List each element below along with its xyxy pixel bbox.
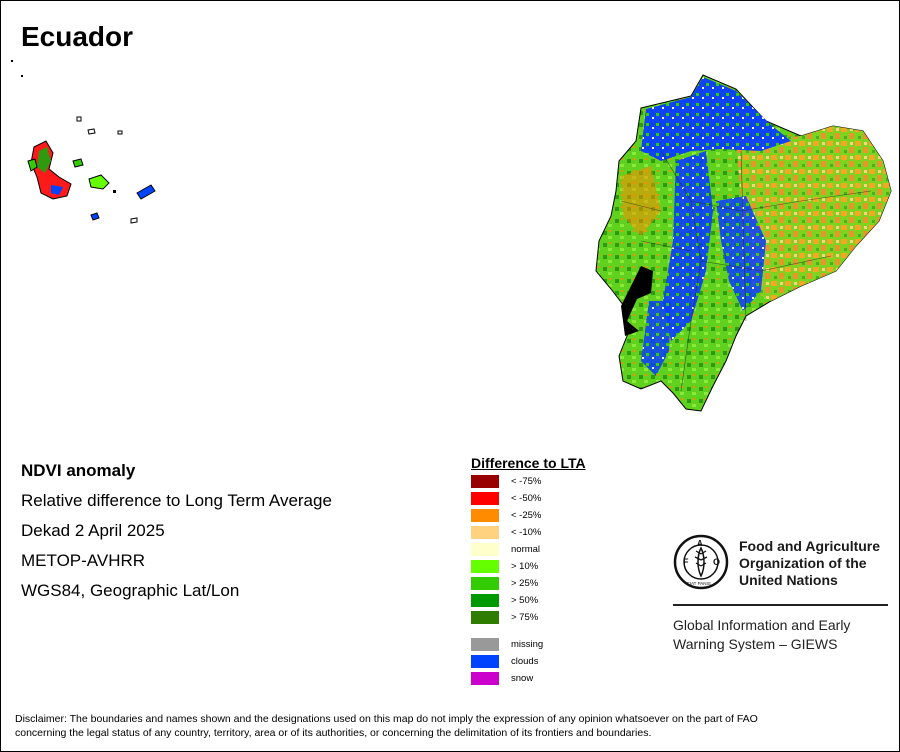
gulf-of-guayaquil <box>621 266 653 336</box>
legend-swatch-class-6 <box>471 577 499 590</box>
small-islet-3 <box>113 190 116 193</box>
legend-title: Difference to LTA <box>471 455 586 471</box>
legend-swatch-class-5 <box>471 560 499 573</box>
product-period: Dekad 2 April 2025 <box>21 521 165 540</box>
product-sensor: METOP-AVHRR <box>21 551 146 570</box>
small-islet-2 <box>21 75 23 77</box>
southern-clouds <box>641 301 671 376</box>
legend-label-class-6: > 25% <box>511 578 539 589</box>
genovesa-island <box>117 130 123 135</box>
giews-line: Warning System – GIEWS <box>673 636 838 652</box>
fao-organization-name: Food and Agriculture Organization of the… <box>739 538 880 589</box>
legend-label-extra-0: missing <box>511 639 544 650</box>
fao-logo-letter-o: O <box>713 557 720 567</box>
eastern-region <box>736 126 891 301</box>
fao-divider <box>673 604 888 606</box>
map-title: Ecuador <box>21 21 134 52</box>
west-anomaly-patch <box>621 166 661 236</box>
isabela-blue <box>51 185 63 195</box>
product-name: NDVI anomaly <box>21 461 136 480</box>
northern-clouds <box>641 77 791 161</box>
small-islet-1 <box>11 60 13 62</box>
legend-swatch-class-2 <box>471 509 499 522</box>
legend-swatch-extra-0 <box>471 638 499 651</box>
legend-swatch-class-8 <box>471 611 499 624</box>
isabela-green <box>37 147 51 173</box>
legend-label-class-0: < -75% <box>511 476 542 487</box>
galapagos-islands <box>11 60 156 224</box>
santiago-island <box>72 158 84 168</box>
legend-swatch-extra-1 <box>471 655 499 668</box>
fao-logo-letter-a: A <box>697 539 703 548</box>
legend-swatch-class-1 <box>471 492 499 505</box>
san-cristobal-island <box>136 184 156 200</box>
legend-swatch-class-3 <box>471 526 499 539</box>
product-description: Relative difference to Long Term Average <box>21 491 332 510</box>
fao-logo-icon: F A O FIAT PANIS <box>673 534 729 590</box>
santa-cruz-island <box>88 174 110 190</box>
fao-name-line: Food and Agriculture <box>739 538 881 554</box>
disclaimer-line: Disclaimer: The boundaries and names sho… <box>15 713 758 725</box>
legend-swatch-class-0 <box>471 475 499 488</box>
legend-label-class-3: < -10% <box>511 527 542 538</box>
espanola-island <box>130 217 138 224</box>
giews-system-name: Global Information and Early Warning Sys… <box>673 616 850 654</box>
legend-label-class-4: normal <box>511 544 541 555</box>
fao-logo-motto: FIAT PANIS <box>687 581 711 586</box>
fao-name-line: Organization of the <box>739 555 867 571</box>
product-projection: WGS84, Geographic Lat/Lon <box>21 581 240 600</box>
andes-clouds <box>663 151 713 341</box>
disclaimer-line: concerning the legal status of any count… <box>15 727 652 739</box>
legend-label-class-1: < -50% <box>511 493 542 504</box>
legend-label-class-2: < -25% <box>511 510 542 521</box>
marchena-island <box>87 128 96 135</box>
legend-swatch-class-4 <box>471 543 499 556</box>
fao-name-line: United Nations <box>739 572 838 588</box>
central-clouds <box>716 196 766 311</box>
disclaimer: Disclaimer: The boundaries and names sho… <box>15 712 885 740</box>
fernandina-island <box>27 158 38 172</box>
legend-label-class-7: > 50% <box>511 595 539 606</box>
floreana-island <box>90 212 100 221</box>
legend-label-class-8: > 75% <box>511 612 539 623</box>
legend-label-extra-1: clouds <box>511 656 539 667</box>
legend-swatch-class-7 <box>471 594 499 607</box>
legend-label-extra-2: snow <box>511 673 534 684</box>
giews-line: Global Information and Early <box>673 617 851 633</box>
province-boundaries <box>620 150 872 392</box>
mainland <box>595 74 892 412</box>
legend-label-class-5: > 10% <box>511 561 539 572</box>
fao-logo-letter-f: F <box>683 557 689 567</box>
pinta-island <box>76 116 82 122</box>
legend-swatch-extra-2 <box>471 672 499 685</box>
